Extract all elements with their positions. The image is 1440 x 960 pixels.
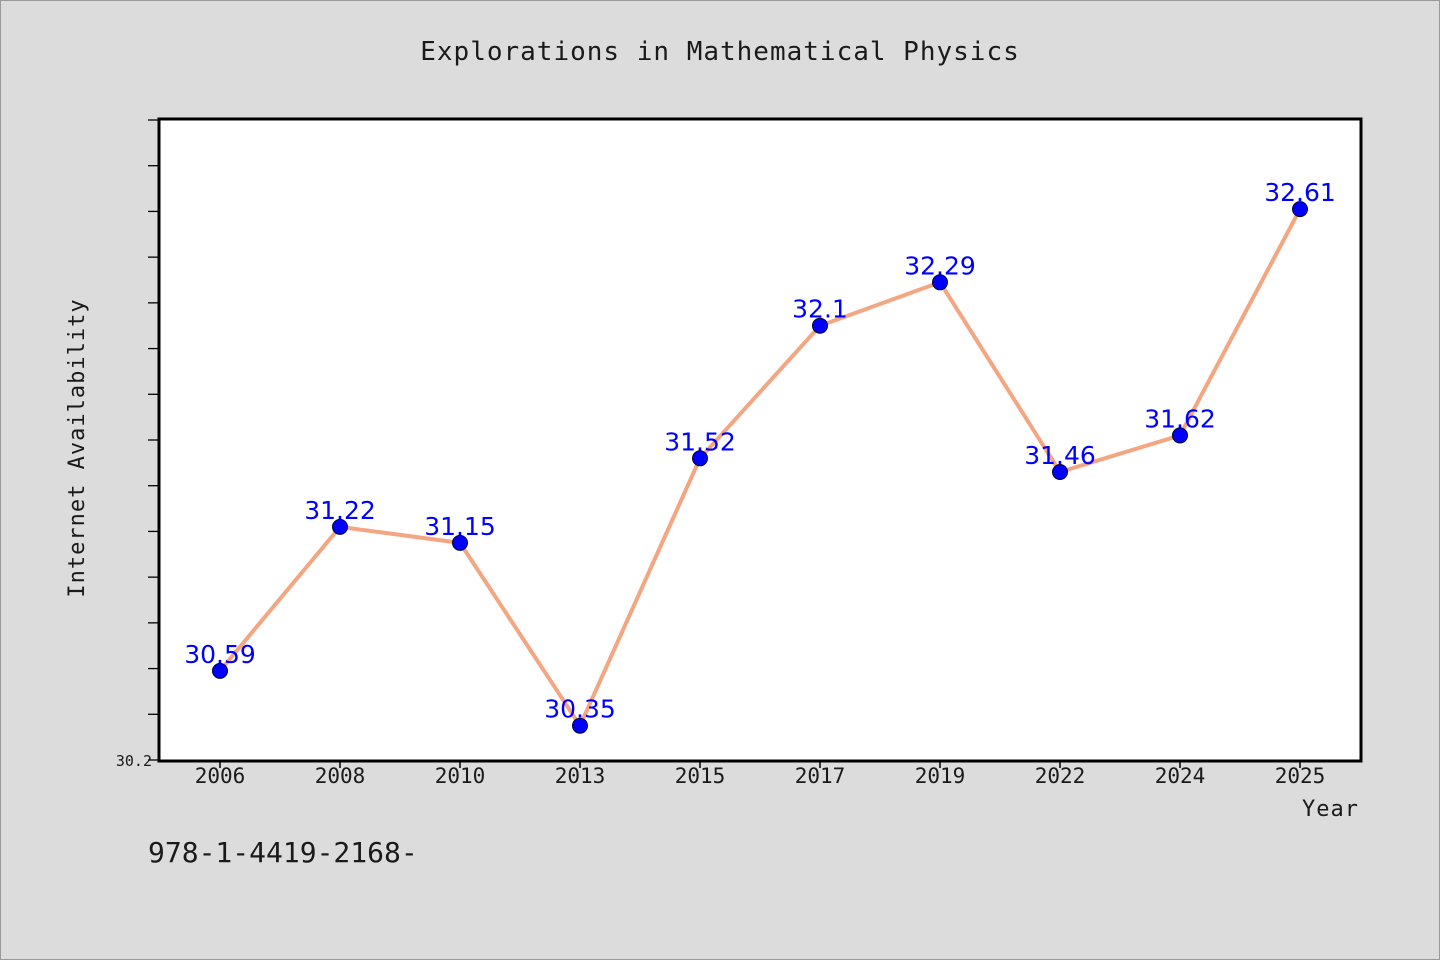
x-tick-label: 2022 — [1035, 764, 1086, 788]
data-point-marker — [1292, 201, 1308, 218]
data-point-marker — [1052, 464, 1068, 480]
y-axis-label: Internet Availability — [65, 298, 90, 597]
data-point-marker — [332, 518, 348, 535]
y-axis-ticks — [148, 119, 160, 761]
data-label: 30.59 — [184, 640, 256, 669]
marker-group — [212, 201, 1308, 734]
footer-isbn-text: 978-1-4419-2168- — [148, 836, 418, 869]
series-line-group — [218, 207, 1302, 728]
data-label: 31.62 — [1144, 404, 1216, 433]
data-point-marker — [932, 274, 948, 291]
data-point-marker — [212, 662, 228, 679]
x-tick-label: 2017 — [795, 764, 846, 788]
x-tick-label: 2006 — [195, 764, 246, 788]
data-label: 31.46 — [1024, 441, 1096, 470]
data-point-marker — [1172, 427, 1188, 444]
data-label: 32.61 — [1264, 178, 1336, 207]
data-label-group: 30.59 31.22 31.15 30.35 31.52 32.1 32.29 31.46 3… — [184, 178, 1336, 724]
y-tick-label-min: 30.2 — [116, 752, 152, 770]
x-axis-ticks: 2006 2008 2010 2013 2015 2017 2019 2022 2024 2025 — [195, 760, 1326, 788]
x-tick-label: 2015 — [675, 764, 726, 788]
x-tick-label: 2010 — [435, 764, 486, 788]
x-tick-label: 2013 — [555, 764, 606, 788]
x-tick-label: 2019 — [915, 764, 966, 788]
data-label: 32.1 — [792, 295, 848, 324]
data-point-marker — [692, 450, 708, 467]
series-line — [218, 207, 1302, 728]
chart-title: Explorations in Mathematical Physics — [420, 37, 1020, 67]
data-label: 32.29 — [904, 251, 976, 280]
x-tick-label: 2025 — [1275, 764, 1326, 788]
data-label: 31.22 — [304, 496, 376, 525]
data-point-marker — [572, 717, 588, 734]
data-point-marker — [452, 534, 468, 551]
data-label: 30.35 — [544, 695, 616, 724]
data-point-marker — [812, 317, 828, 334]
data-label: 31.52 — [664, 427, 736, 456]
data-label: 31.15 — [424, 512, 496, 541]
x-axis-label: Year — [1302, 797, 1359, 822]
x-tick-label: 2024 — [1155, 764, 1206, 788]
x-tick-label: 2008 — [315, 764, 366, 788]
